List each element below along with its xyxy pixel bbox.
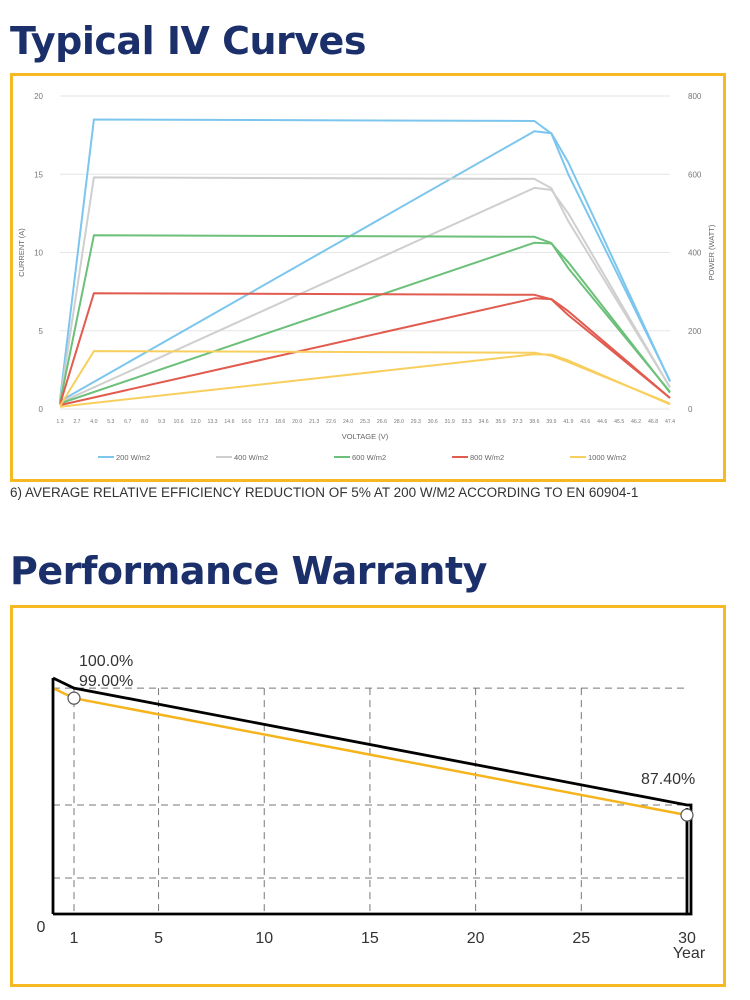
warranty-x-tick-label: 5 bbox=[154, 930, 163, 947]
iv-x-tick-label: 39.9 bbox=[546, 419, 556, 425]
iv-legend-label: 1000 W/m2 bbox=[588, 453, 626, 462]
iv-power-line bbox=[59, 297, 671, 407]
iv-x-tick-label: 30.6 bbox=[428, 419, 438, 425]
iv-x-tick-label: 46.8 bbox=[648, 419, 658, 425]
iv-x-tick-label: 2.7 bbox=[73, 419, 80, 425]
iv-x-tick-label: 14.6 bbox=[224, 419, 234, 425]
iv-x-tick-label: 8.0 bbox=[141, 419, 148, 425]
warranty-x-tick-label: 30 bbox=[678, 930, 696, 947]
iv-x-tick-label: 24.0 bbox=[343, 419, 353, 425]
iv-current-line bbox=[59, 234, 671, 403]
warranty-x-tick-label: 20 bbox=[467, 930, 485, 947]
iv-y2-tick-label: 400 bbox=[688, 249, 702, 258]
warranty-chart-panel: 100.0% 99.00% 87.40% 0 1 5 10 15 20 25 30 Year bbox=[10, 605, 726, 987]
iv-x-tick-label: 28.0 bbox=[394, 419, 404, 425]
iv-current-line bbox=[59, 350, 671, 407]
iv-x-tick-label: 17.3 bbox=[258, 419, 268, 425]
iv-x-tick-label: 12.0 bbox=[191, 419, 201, 425]
iv-x-tick-label: 43.6 bbox=[580, 419, 590, 425]
warranty-x-tick-label: 10 bbox=[255, 930, 273, 947]
warranty-x-tick-label: 25 bbox=[572, 930, 590, 947]
iv-x-tick-label: 46.2 bbox=[631, 419, 641, 425]
iv-x-tick-label: 1.3 bbox=[56, 419, 63, 425]
iv-x-tick-label: 47.4 bbox=[665, 419, 675, 425]
iv-current-line bbox=[59, 176, 671, 402]
iv-x-tick-label: 44.6 bbox=[597, 419, 607, 425]
iv-current-line bbox=[59, 292, 671, 405]
iv-legend-label: 800 W/m2 bbox=[470, 453, 504, 462]
iv-y-tick-label: 15 bbox=[34, 170, 43, 179]
performance-warranty-title: Performance Warranty bbox=[10, 549, 487, 593]
iv-x-tick-label: 21.3 bbox=[309, 419, 319, 425]
iv-x-tick-label: 5.3 bbox=[107, 419, 114, 425]
iv-power-line bbox=[59, 241, 671, 405]
iv-x-tick-label: 41.9 bbox=[563, 419, 573, 425]
iv-x-tick-label: 25.3 bbox=[360, 419, 370, 425]
iv-footnote: 6) AVERAGE RELATIVE EFFICIENCY REDUCTION… bbox=[10, 485, 639, 500]
iv-legend-label: 400 W/m2 bbox=[234, 453, 268, 462]
iv-x-tick-label: 18.6 bbox=[275, 419, 285, 425]
iv-x-tick-label: 38.6 bbox=[529, 419, 539, 425]
iv-series-lines bbox=[59, 118, 671, 408]
iv-power-line bbox=[59, 130, 671, 403]
iv-x-tick-label: 6.7 bbox=[124, 419, 131, 425]
iv-chart-panel: 0 5 10 15 20 0 200 400 600 800 1.3 2.7 4.0 5.3 6.7 8.0 9… bbox=[10, 73, 726, 482]
iv-x-tick-label: 10.6 bbox=[174, 419, 184, 425]
iv-y-axis-label: CURRENT (A) bbox=[17, 228, 26, 277]
iv-x-tick-label: 29.3 bbox=[411, 419, 421, 425]
warranty-annotation-year1: 99.00% bbox=[79, 673, 133, 690]
iv-legend: 200 W/m2 400 W/m2 600 W/m2 800 W/m2 1000 W/m… bbox=[98, 453, 626, 462]
iv-y2-axis-label: POWER (WATT) bbox=[707, 224, 716, 280]
iv-curves-title: Typical IV Curves bbox=[10, 19, 366, 63]
iv-x-tick-label: 45.5 bbox=[614, 419, 624, 425]
iv-legend-label: 600 W/m2 bbox=[352, 453, 386, 462]
iv-x-tick-label: 26.6 bbox=[377, 419, 387, 425]
warranty-x-axis-label: Year bbox=[673, 945, 706, 962]
warranty-x-tick-label: 1 bbox=[70, 930, 79, 947]
warranty-annotation-year30: 87.40% bbox=[641, 771, 695, 788]
warranty-gridlines bbox=[53, 687, 687, 914]
warranty-x-tick-label: 15 bbox=[361, 930, 379, 947]
iv-y2-tick-label: 0 bbox=[688, 405, 693, 414]
iv-current-line bbox=[59, 118, 671, 400]
warranty-lines bbox=[51, 676, 694, 916]
iv-y-tick-label: 20 bbox=[34, 92, 43, 101]
iv-x-tick-label: 35.9 bbox=[496, 419, 506, 425]
iv-x-tick-label: 37.3 bbox=[512, 419, 522, 425]
warranty-marker-year1 bbox=[67, 691, 81, 705]
iv-x-tick-label: 31.9 bbox=[445, 419, 455, 425]
warranty-y-origin-label: 0 bbox=[37, 919, 46, 936]
iv-x-tick-label: 4.0 bbox=[90, 419, 97, 425]
iv-x-tick-label: 20.0 bbox=[292, 419, 302, 425]
iv-power-line bbox=[59, 186, 671, 404]
iv-x-tick-label: 16.0 bbox=[241, 419, 251, 425]
iv-x-tick-label: 22.6 bbox=[326, 419, 336, 425]
iv-x-tick-label: 9.3 bbox=[158, 419, 165, 425]
iv-y-tick-label: 5 bbox=[39, 327, 44, 336]
iv-x-tick-label: 33.3 bbox=[462, 419, 472, 425]
iv-x-tick-label: 13.3 bbox=[207, 419, 217, 425]
warranty-annotation-start: 100.0% bbox=[79, 653, 133, 670]
iv-y2-tick-label: 800 bbox=[688, 92, 702, 101]
iv-y2-tick-label: 600 bbox=[688, 170, 702, 179]
iv-y-tick-label: 10 bbox=[34, 249, 43, 258]
iv-x-tick-label: 34.6 bbox=[479, 419, 489, 425]
iv-y-tick-label: 0 bbox=[39, 405, 44, 414]
iv-y2-tick-label: 200 bbox=[688, 327, 702, 336]
warranty-marker-year30 bbox=[680, 808, 694, 822]
iv-x-axis-label: VOLTAGE (V) bbox=[342, 432, 389, 441]
iv-power-line bbox=[59, 353, 671, 408]
iv-legend-label: 200 W/m2 bbox=[116, 453, 150, 462]
